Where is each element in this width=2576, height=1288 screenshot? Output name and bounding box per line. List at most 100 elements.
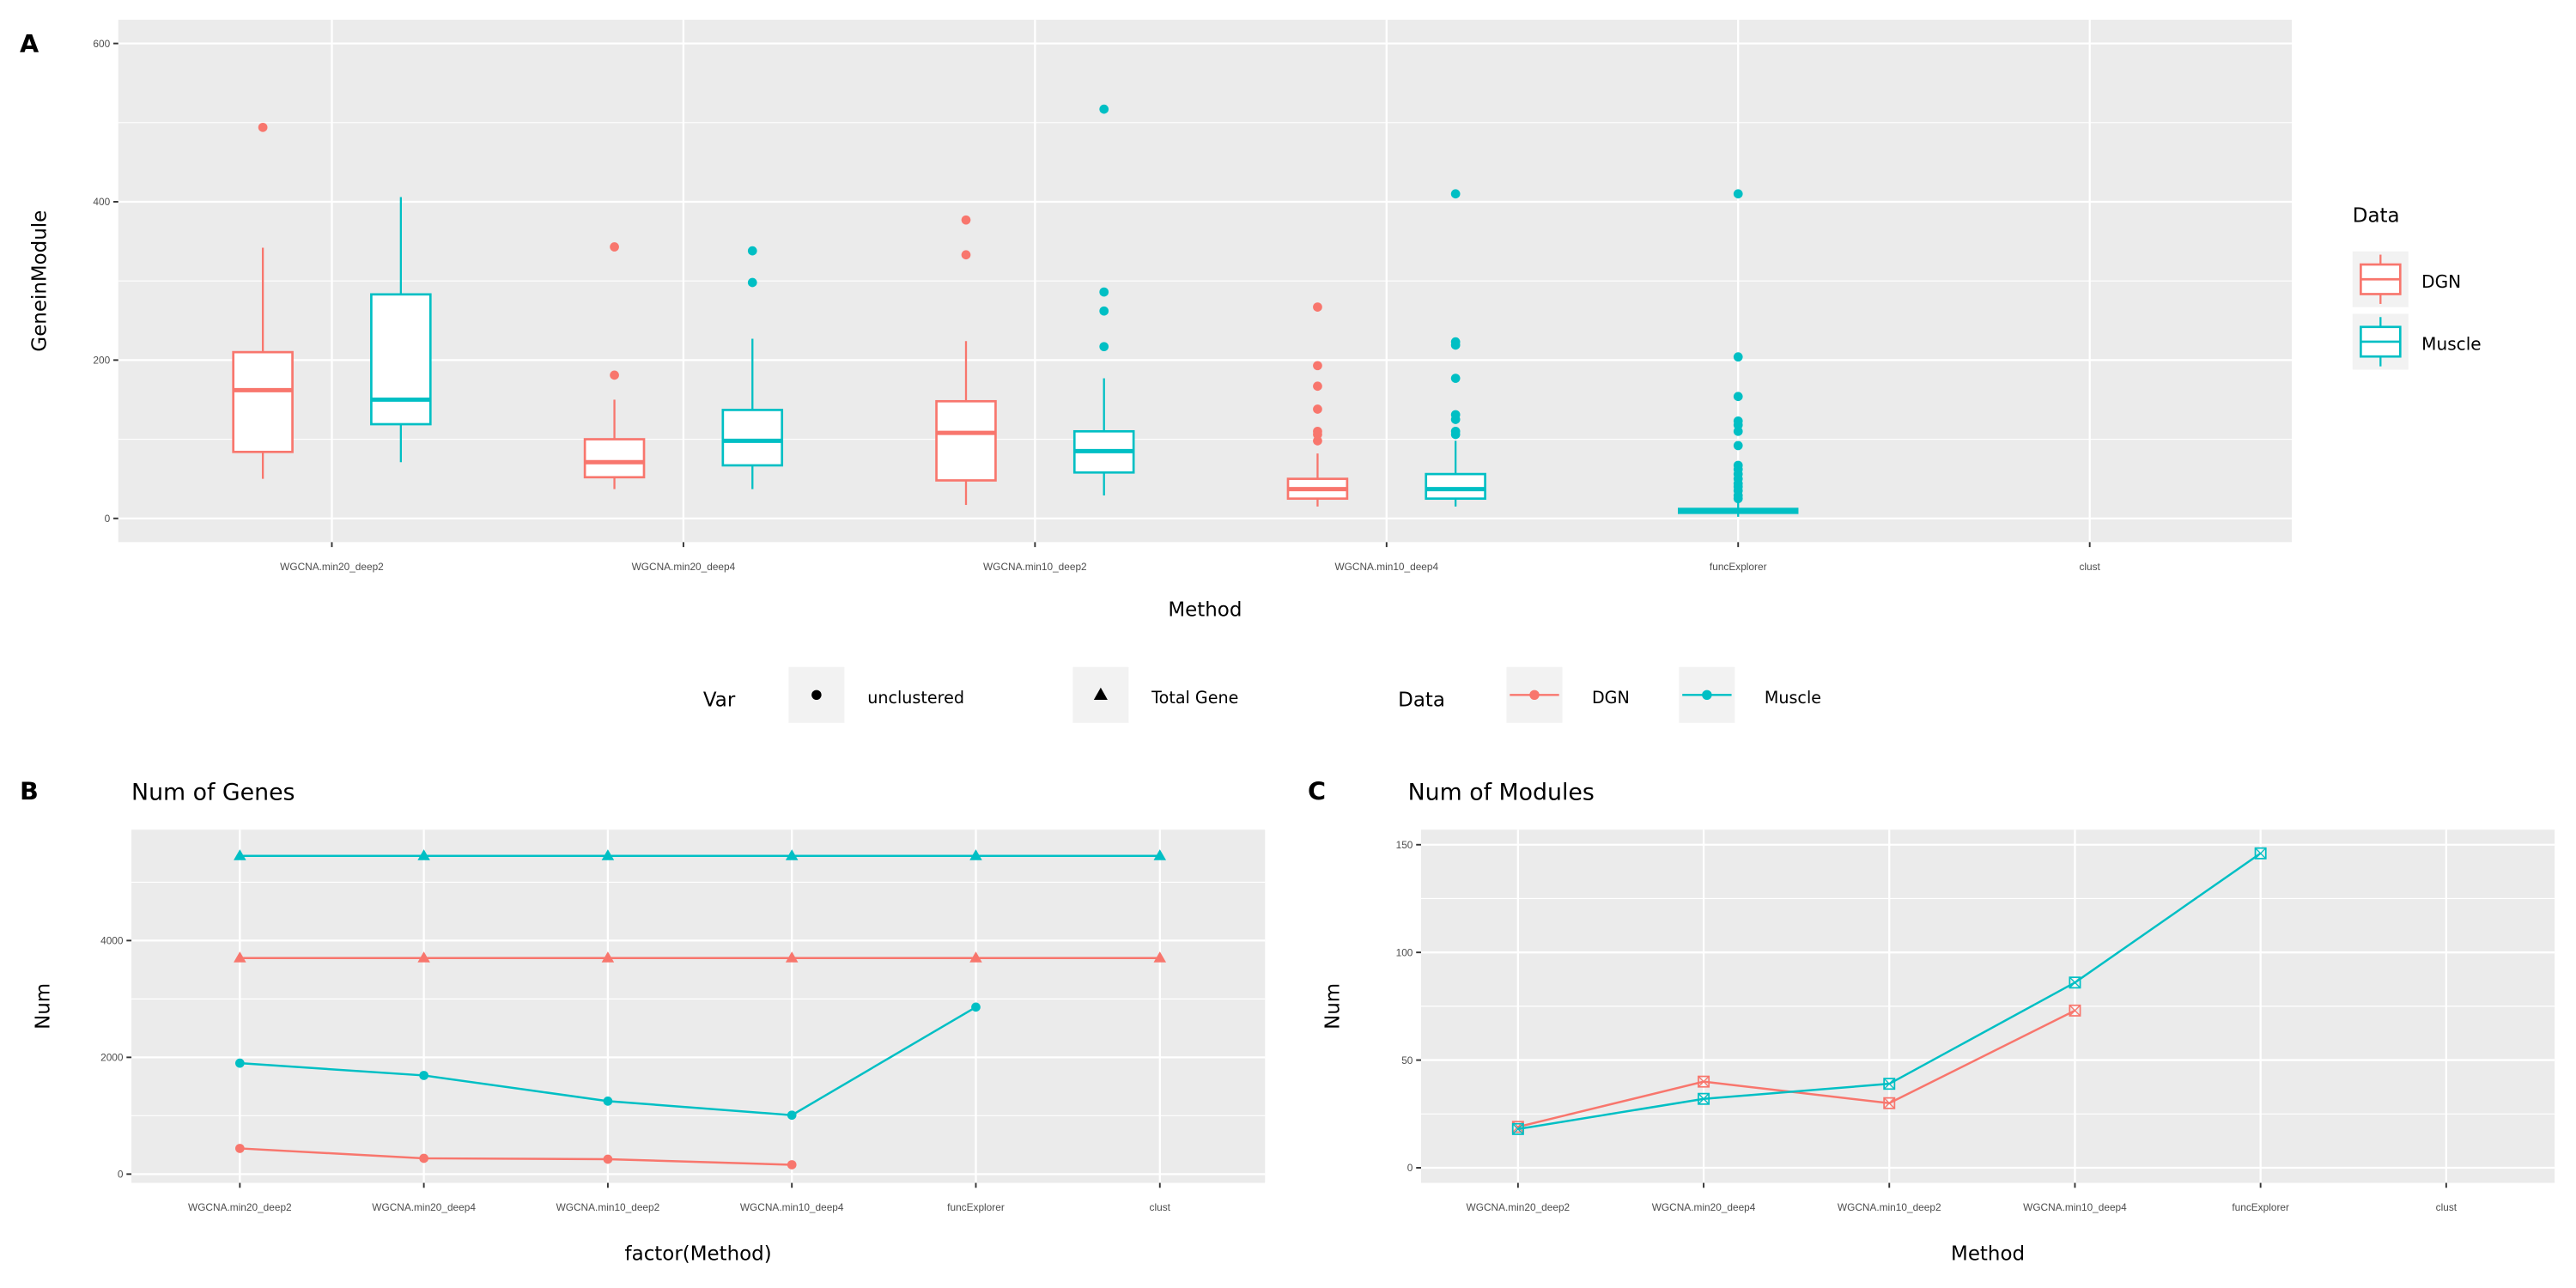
y-axis-title: GeneinModule [29, 210, 52, 352]
triangle-marker [969, 849, 982, 860]
outlier-point [1099, 306, 1109, 316]
outlier-point [961, 215, 971, 225]
outlier-point [1733, 352, 1743, 362]
triangle-marker [1153, 951, 1167, 963]
plot-background [131, 829, 1266, 1183]
outlier-point [1733, 460, 1743, 471]
y-tick-label: 400 [93, 196, 110, 208]
triangle-marker [969, 951, 982, 963]
box-iqr [721, 409, 784, 467]
x-axis-title: factor(Method) [625, 1242, 772, 1265]
legend-var-item-unclustered: unclustered [788, 666, 964, 723]
panel-a: 0 200 400 600 WGCNA.min20_deep2 WGCNA.min20_d… [20, 19, 2482, 621]
circle-marker [971, 1002, 981, 1012]
x-tick-label: WGCNA.min20_deep2 [280, 561, 384, 573]
outlier-point [1450, 189, 1461, 199]
panel-b: 0 2000 4000 WGCNA.min20_deep2 WGCNA.min20_de… [20, 777, 1266, 1265]
legend-key-point [1529, 690, 1540, 701]
y-axis-title: Num [1321, 983, 1344, 1030]
panel-title: Num of Genes [131, 780, 295, 806]
legend-data-item-dgn: DGN [1506, 666, 1630, 723]
circle-marker [787, 1110, 797, 1121]
y-tick-label: 600 [93, 38, 110, 50]
series-dgn [1511, 1004, 2081, 1133]
x-tick-label: WGCNA.min10_deep2 [983, 561, 1087, 573]
square-cross-marker [2069, 976, 2081, 989]
legend-label: DGN [2421, 271, 2461, 292]
outlier-point [1450, 410, 1461, 420]
circle-icon [811, 690, 822, 701]
square-cross-marker [2254, 847, 2267, 860]
box-iqr [232, 350, 294, 453]
box-iqr [370, 293, 432, 426]
legend-label: Muscle [1765, 688, 1821, 708]
x-tick-label: clust [2079, 561, 2100, 573]
square-cross-marker [2069, 1004, 2081, 1017]
outlier-point [1313, 436, 1322, 446]
circle-marker [234, 1058, 245, 1068]
legend-var-title: Var [703, 690, 736, 712]
legend-var-item-total-gene: Total Gene [1072, 666, 1238, 723]
series-dgn-total-gene [234, 951, 1167, 963]
outlier-point [1313, 404, 1322, 414]
series-line [1517, 1009, 2076, 1128]
box-dgn [232, 122, 294, 479]
square-cross-marker-x [1698, 1076, 1710, 1088]
x-tick-label: clust [2436, 1201, 2458, 1213]
series-dgn-unclustered [234, 1144, 797, 1170]
x-tick-label: funcExplorer [2232, 1201, 2289, 1213]
triangle-marker [234, 849, 246, 860]
x-tick-label: WGCNA.min20_deep4 [632, 561, 736, 573]
x-tick-label: funcExplorer [1710, 561, 1767, 573]
x-tick-label: WGCNA.min20_deep2 [188, 1201, 292, 1213]
x-tick-label: clust [1150, 1201, 1171, 1213]
x-axis-title: Method [1951, 1242, 2025, 1265]
panel-tag: A [20, 29, 39, 58]
x-tick-label: WGCNA.min10_deep4 [1334, 561, 1438, 573]
box-iqr [1425, 472, 1486, 501]
outlier-point [1733, 189, 1743, 199]
panel-tag: B [20, 777, 39, 806]
triangle-icon [1093, 687, 1108, 701]
square-cross-marker [1883, 1097, 1896, 1109]
box-dgn [935, 215, 997, 506]
square-cross-marker-x [1883, 1078, 1895, 1090]
y-tick-label: 4000 [100, 935, 124, 947]
circle-marker [419, 1071, 428, 1080]
square-cross-marker-x [2255, 848, 2267, 860]
square-cross-marker-x [1883, 1097, 1895, 1109]
box-dgn [583, 242, 646, 489]
legend-label: Total Gene [1151, 688, 1238, 708]
square-cross-marker [1698, 1092, 1710, 1105]
legend-label: unclustered [867, 688, 964, 708]
square-cross-marker [1511, 1122, 1524, 1135]
outlier-point [1450, 426, 1461, 436]
legend-data-right: Data DGN Muscle [2353, 204, 2482, 370]
legend-label: Muscle [2421, 334, 2481, 355]
outlier-point [1099, 287, 1109, 297]
legend-label: DGN [1592, 688, 1630, 708]
series-line [240, 1147, 793, 1166]
y-tick-label: 100 [1396, 946, 1413, 958]
square-cross-marker-x [1512, 1123, 1524, 1135]
box-iqr [583, 438, 646, 479]
box-muscle [721, 246, 784, 489]
box-muscle [1425, 189, 1486, 507]
square-cross-marker [1698, 1075, 1710, 1088]
legend-title: Data [2353, 204, 2400, 227]
y-tick-label: 0 [1407, 1162, 1413, 1174]
outlier-point [1099, 104, 1109, 114]
outlier-point [1313, 302, 1322, 312]
series-muscle-total-gene [234, 849, 1167, 860]
series-muscle [1511, 847, 2267, 1135]
y-tick-label: 200 [93, 355, 110, 367]
outlier-point [1313, 361, 1322, 371]
box-dgn [1286, 302, 1349, 507]
x-axis-title: Method [1168, 598, 1242, 621]
outlier-point [1450, 374, 1461, 383]
triangle-marker [601, 951, 615, 963]
triangle-marker [601, 849, 615, 860]
y-tick-label: 50 [1401, 1054, 1413, 1066]
y-tick-label: 0 [105, 513, 111, 525]
x-tick-label: WGCNA.min10_deep4 [740, 1201, 844, 1213]
